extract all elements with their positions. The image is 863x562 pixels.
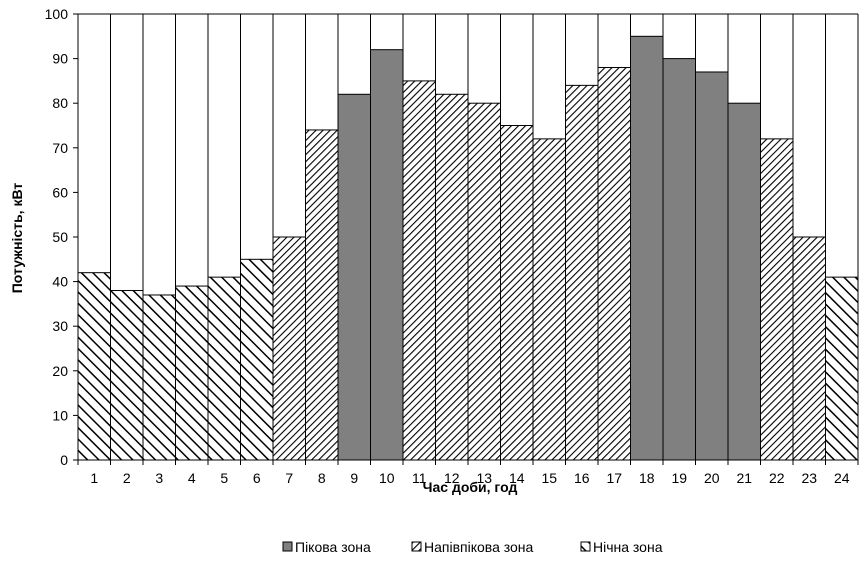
y-tick-label: 100 (45, 6, 69, 22)
axes (73, 13, 859, 465)
x-tick-label: 20 (704, 470, 720, 486)
bar-hour-10 (370, 49, 404, 461)
bar-hour-8 (305, 129, 339, 461)
x-tick-label: 11 (412, 470, 427, 486)
x-tick-label: 21 (736, 470, 752, 486)
y-tick-label: 60 (52, 184, 68, 200)
x-tick-label: 6 (253, 470, 261, 486)
x-tick-label: 17 (606, 470, 622, 486)
x-tick-label: 1 (90, 470, 98, 486)
x-tick-label: 3 (155, 470, 163, 486)
y-tick-label: 70 (52, 140, 68, 156)
legend: Пікова зона Напівпікова зона Нічна зона (282, 539, 663, 555)
bar-hour-19 (662, 58, 696, 461)
bar-hour-23 (792, 236, 826, 461)
x-tick-label: 8 (318, 470, 326, 486)
bar-hour-2 (110, 290, 144, 461)
x-tick-labels: 1 2 3 4 5 6 7 8 9 10 11 12 13 14 15 16 17 18 19 20 21 22 23 24 (90, 470, 849, 486)
y-tick-label: 20 (52, 363, 68, 379)
x-tick-label: 13 (476, 470, 492, 486)
legend-swatch-semi (411, 541, 422, 552)
y-tick-label: 30 (52, 318, 68, 334)
x-tick-label: 16 (574, 470, 590, 486)
legend-label-semi: Напівпікова зона (424, 539, 534, 555)
bar-hour-9 (337, 93, 371, 461)
bar-hour-5 (207, 276, 241, 461)
bar-hour-24 (825, 276, 859, 461)
bar-hour-17 (597, 67, 631, 461)
bar-hour-3 (142, 294, 176, 461)
bar-hour-11 (402, 80, 436, 461)
legend-swatch-night (580, 541, 591, 552)
x-axis-title: Час доби, год (423, 479, 518, 495)
y-tick-labels: 0 10 20 30 40 50 60 70 80 90 100 (45, 6, 69, 468)
x-tick-label: 5 (220, 470, 228, 486)
bar-hour-12 (435, 93, 469, 461)
x-tick-label: 2 (123, 470, 131, 486)
bar-hour-1 (77, 272, 111, 461)
bar-hour-20 (695, 71, 729, 461)
y-tick-label: 0 (60, 452, 68, 468)
legend-label-peak: Пікова зона (295, 539, 371, 555)
legend-swatch-peak (282, 541, 293, 552)
x-tick-label: 18 (639, 470, 655, 486)
x-tick-label: 10 (379, 470, 395, 486)
x-tick-label: 22 (769, 470, 785, 486)
bar-hour-6 (240, 258, 274, 461)
y-tick-label: 50 (52, 229, 68, 245)
bar-hour-7 (272, 236, 306, 461)
y-tick-label: 90 (52, 51, 68, 67)
bar-hour-21 (727, 102, 761, 461)
x-tick-label: 7 (285, 470, 293, 486)
bar-hour-13 (467, 102, 501, 461)
x-tick-label: 24 (834, 470, 850, 486)
x-tick-label: 9 (350, 470, 358, 486)
x-tick-label: 14 (509, 470, 525, 486)
x-tick-label: 15 (541, 470, 557, 486)
x-tick-label: 4 (188, 470, 196, 486)
y-tick-label: 40 (52, 274, 68, 290)
x-tick-label: 23 (801, 470, 817, 486)
y-tick-label: 10 (52, 407, 68, 423)
legend-label-night: Нічна зона (593, 539, 663, 555)
y-tick-label: 80 (52, 95, 68, 111)
bar-hour-4 (175, 285, 209, 461)
bar-hour-14 (500, 125, 534, 461)
bar-hour-15 (532, 138, 566, 461)
bar-hour-16 (565, 84, 599, 461)
y-axis-title: Потужність, кВт (9, 183, 25, 294)
bars (77, 35, 859, 461)
bar-hour-18 (630, 35, 664, 461)
x-tick-label: 12 (444, 470, 460, 486)
x-tick-label: 19 (671, 470, 687, 486)
bar-hour-22 (760, 138, 794, 461)
